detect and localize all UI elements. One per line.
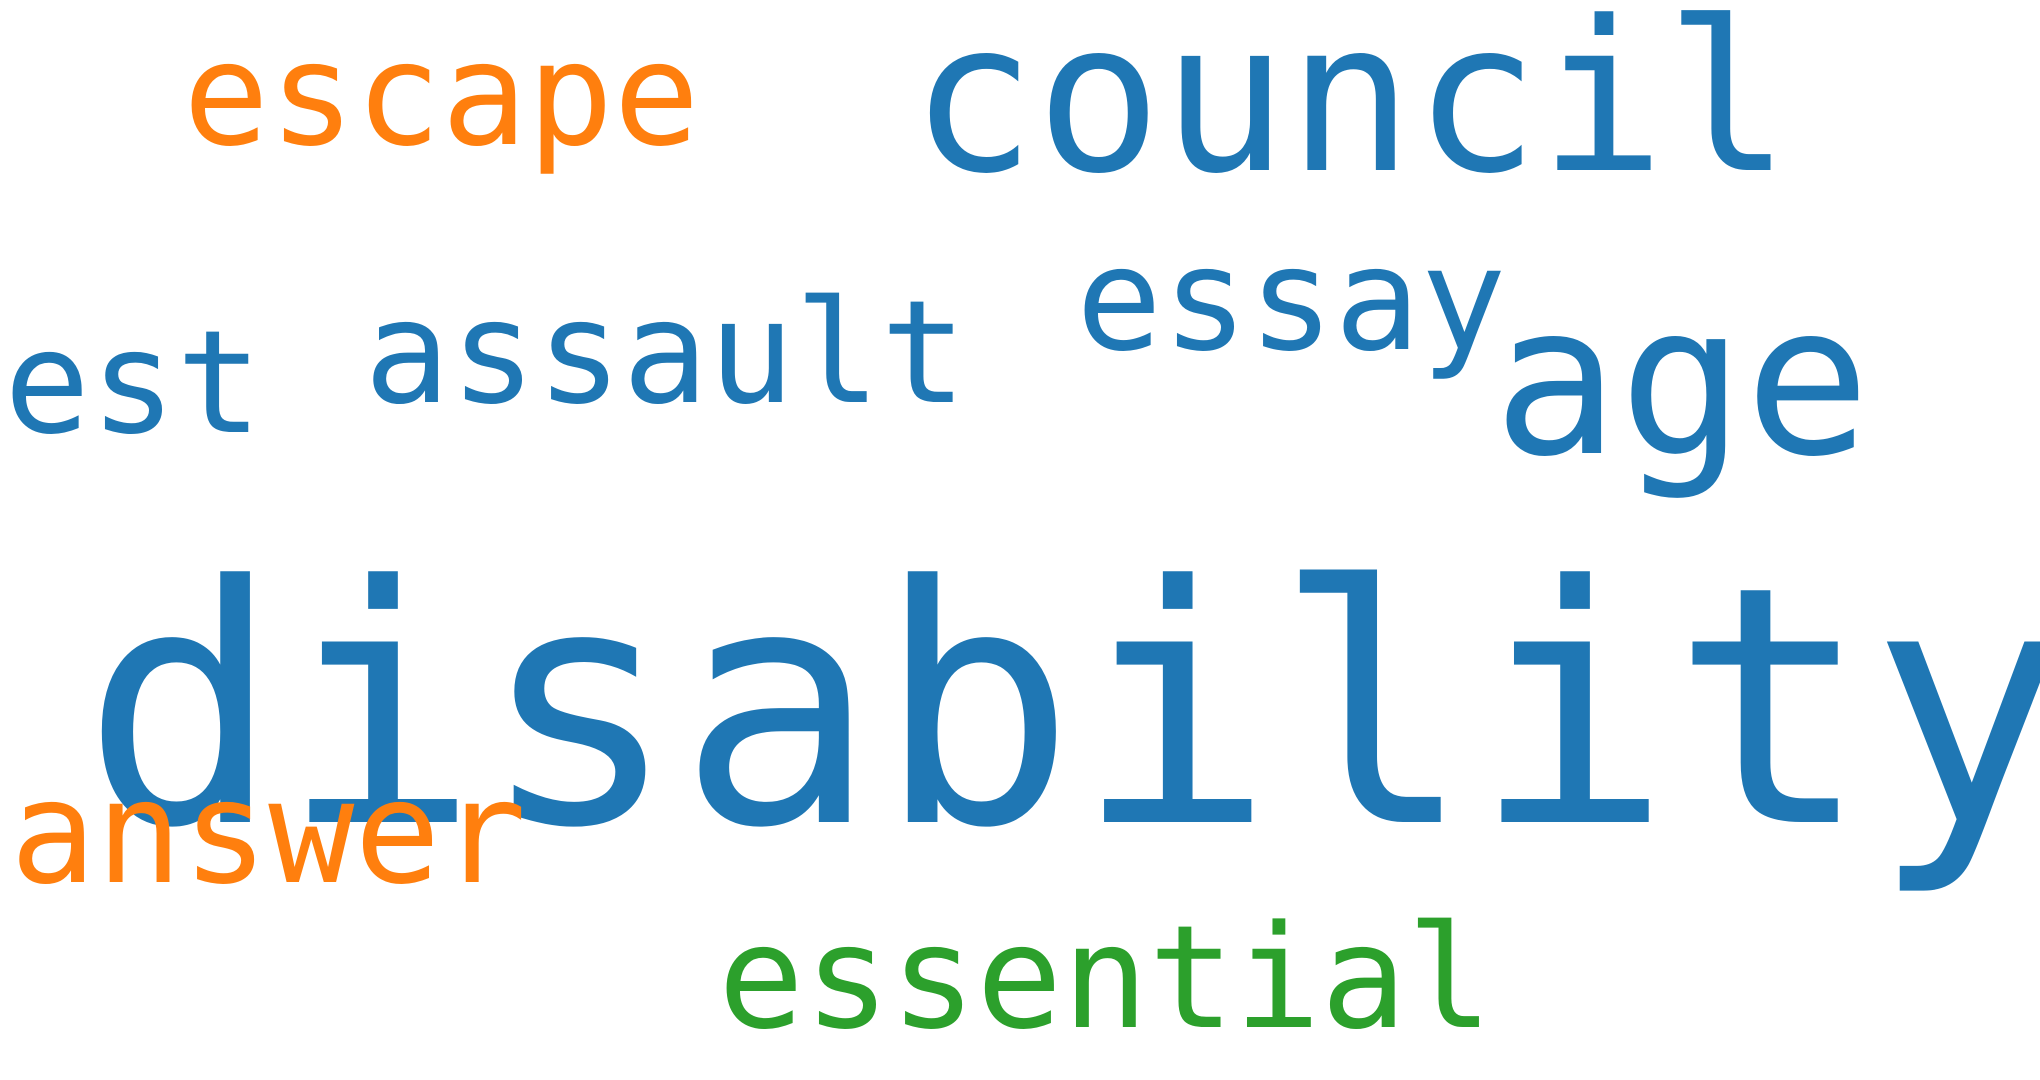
word-essential: essential [718, 894, 1493, 1061]
word-age: age [1493, 260, 1871, 503]
word-escape: escape [183, 11, 700, 178]
word-essay: essay [1076, 216, 1507, 383]
word-disability: disability [82, 516, 2040, 900]
word-council: council [910, 0, 1791, 220]
word-assault: assault [364, 269, 967, 436]
word-est: est [4, 299, 263, 466]
word-answer: answer [10, 749, 527, 916]
